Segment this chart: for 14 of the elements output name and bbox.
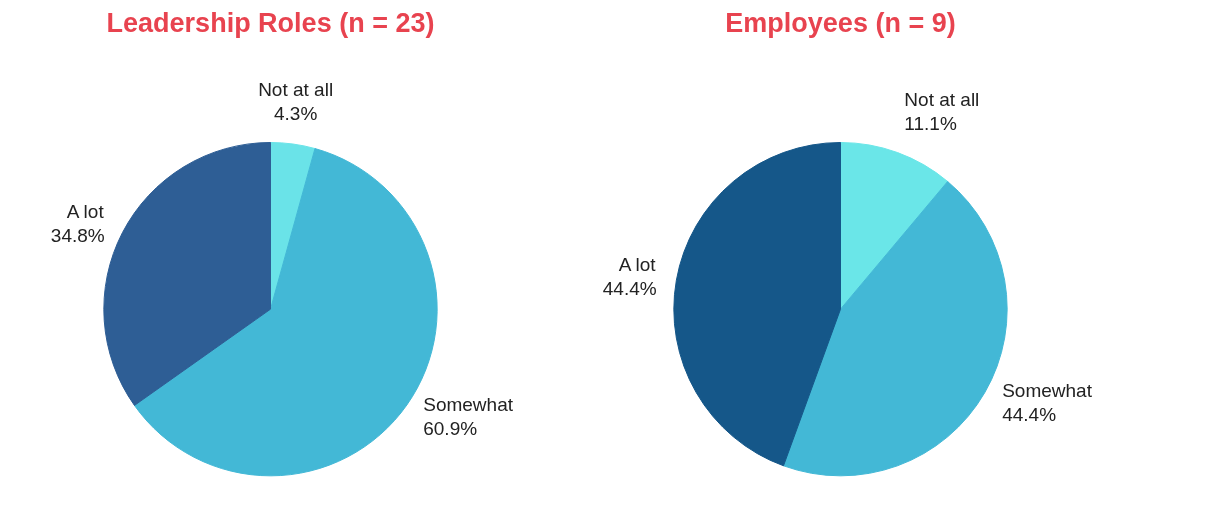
data-label: 4.3% — [273, 103, 318, 125]
slice-label: A lot — [66, 200, 105, 222]
slice-label: Somewhat — [1002, 379, 1093, 401]
data-label: 60.9% — [423, 418, 478, 440]
data-label: 34.8% — [50, 224, 105, 246]
slice-label: Not at all — [904, 88, 980, 110]
data-label: 11.1% — [904, 112, 957, 134]
chart-title: Employees (n = 9) — [725, 7, 956, 38]
data-label: 44.4% — [602, 278, 657, 300]
slice-label: A lot — [618, 254, 657, 276]
slice-label: Somewhat — [423, 393, 514, 415]
data-label: 44.4% — [1002, 404, 1057, 426]
slice-label: Not at all — [258, 79, 334, 101]
chart-title: Leadership Roles (n = 23) — [106, 7, 435, 38]
